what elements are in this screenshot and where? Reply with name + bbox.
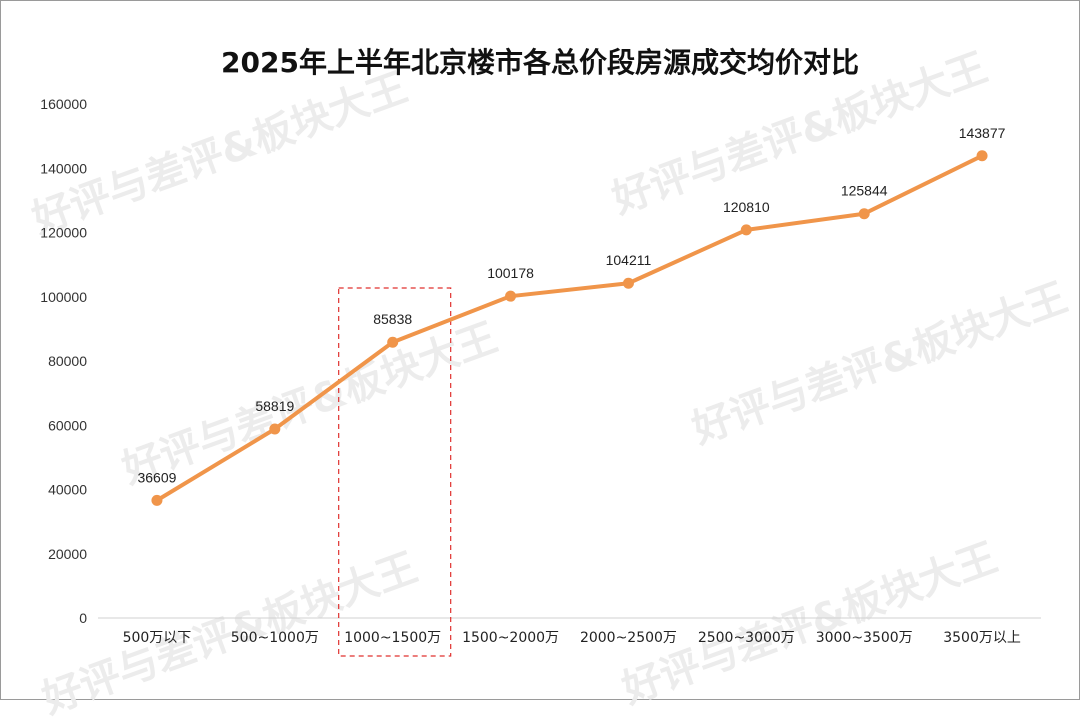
y-tick-label: 60000 (48, 417, 87, 433)
data-point (505, 290, 517, 302)
y-tick-label: 100000 (40, 289, 87, 305)
data-point (622, 277, 634, 289)
y-tick-label: 140000 (40, 160, 87, 176)
x-tick-label: 1000~1500万 (344, 630, 441, 646)
x-tick-label: 1500~2000万 (462, 630, 559, 646)
x-tick-label: 3000~3500万 (816, 630, 913, 646)
y-tick-label: 40000 (48, 482, 87, 498)
x-tick-label: 2500~3000万 (698, 630, 795, 646)
line-chart: 0 20000 40000 60000 80000 100000 120000 140000 1… (40, 96, 1041, 657)
data-label: 125844 (841, 183, 888, 199)
data-label: 120810 (723, 199, 770, 215)
y-tick-label: 80000 (48, 353, 87, 369)
chart-title: 2025年上半年北京楼市各总价段房源成交均价对比 (221, 46, 859, 79)
data-label: 36609 (137, 469, 176, 485)
highlight-box (338, 287, 452, 657)
data-point (740, 224, 752, 236)
data-label: 104211 (606, 252, 652, 268)
data-point (151, 494, 163, 506)
data-label: 100178 (487, 265, 534, 281)
data-label: 85838 (373, 311, 412, 327)
y-tick-label: 20000 (48, 546, 87, 562)
y-tick-label: 160000 (40, 96, 87, 112)
y-tick-label: 0 (79, 610, 87, 626)
series-line (154, 153, 985, 503)
y-tick-label: 120000 (40, 225, 87, 241)
x-tick-label: 500~1000万 (231, 630, 319, 646)
x-tick-label: 2000~2500万 (580, 630, 677, 646)
x-tick-label: 3500万以上 (943, 630, 1021, 646)
data-point (387, 336, 399, 348)
data-label: 58819 (255, 398, 294, 414)
data-point (858, 208, 870, 220)
x-tick-label: 500万以下 (123, 630, 192, 646)
data-point (269, 423, 281, 435)
data-label: 143877 (959, 125, 1006, 141)
data-point (976, 150, 988, 162)
